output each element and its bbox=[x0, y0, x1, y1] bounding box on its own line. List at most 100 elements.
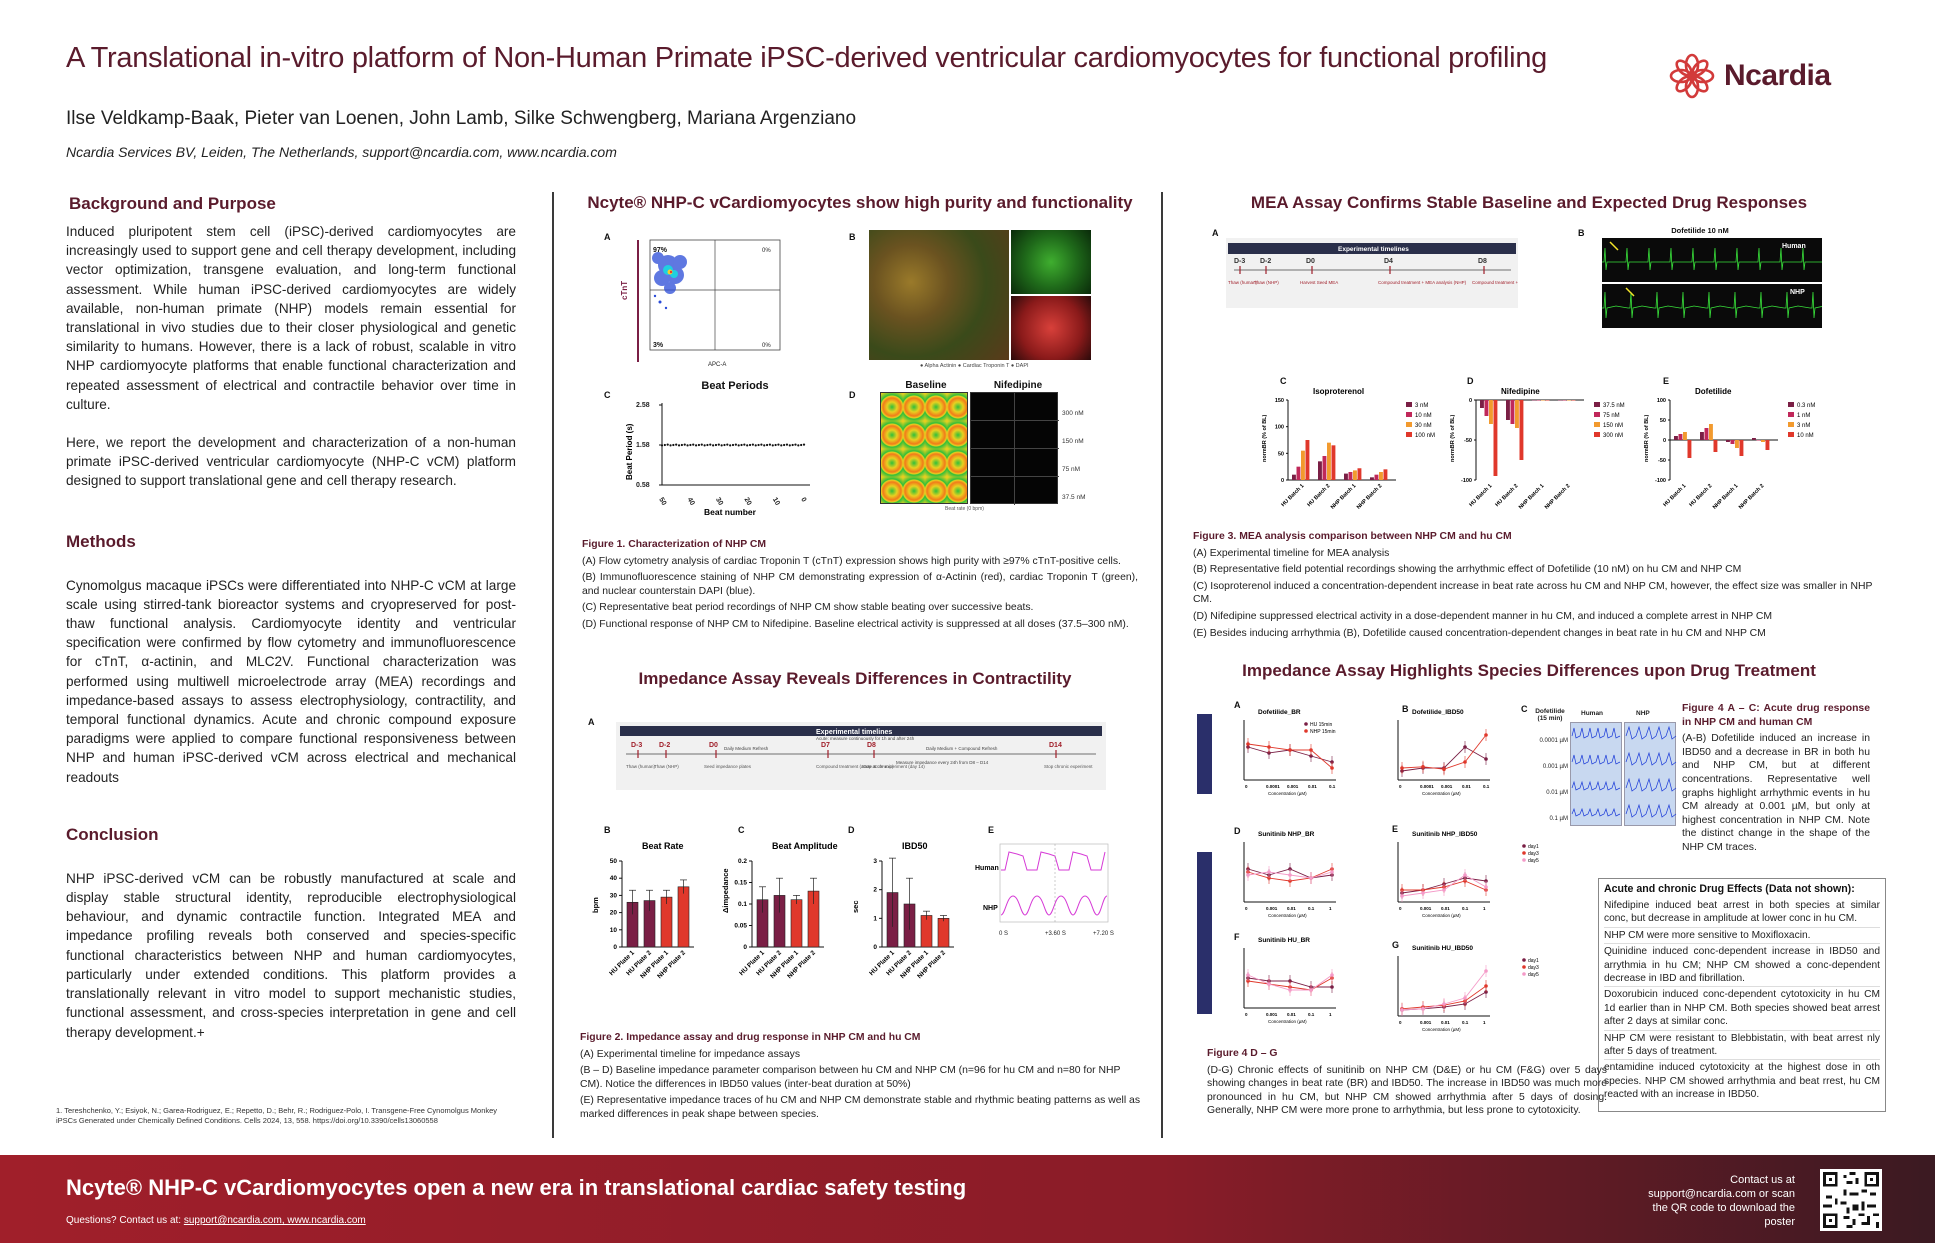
beat-xtick: 40 bbox=[686, 497, 696, 507]
grouped-bar bbox=[1683, 432, 1687, 440]
nif-row-4: 37.5 nM bbox=[1062, 494, 1086, 501]
fig4-right-caption-title: Figure 4 A – C: Acute drug response in N… bbox=[1682, 703, 1870, 728]
drug-effect-5: NHP CM were resistant to Blebbistatin, w… bbox=[1604, 1031, 1880, 1061]
legend-swatch bbox=[1594, 402, 1600, 407]
beat-point bbox=[788, 444, 791, 447]
if-green-image bbox=[1011, 230, 1091, 294]
fig1-caption-c: (C) Representative beat period recording… bbox=[582, 602, 1034, 614]
legend-marker bbox=[1522, 858, 1526, 862]
beat-point bbox=[675, 443, 678, 446]
fig4-label-f: F bbox=[1234, 932, 1240, 942]
trace-tick-2: +7.20 S bbox=[1093, 931, 1114, 937]
affiliation: Ncardia Services BV, Leiden, The Netherl… bbox=[66, 144, 617, 160]
qr-code-icon[interactable] bbox=[1820, 1169, 1882, 1231]
methods-heading: Methods bbox=[66, 531, 136, 551]
conclusion-heading: Conclusion bbox=[66, 824, 159, 844]
human-well-trace bbox=[1571, 727, 1621, 739]
grouped-bar bbox=[1562, 400, 1567, 401]
grouped-bar bbox=[1765, 440, 1770, 450]
x-tick-label: 0.001 bbox=[1420, 906, 1432, 911]
methods-paragraph: Cynomolgus macaque iPSCs were differenti… bbox=[66, 577, 516, 785]
human-well-trace bbox=[1571, 754, 1621, 765]
y-tick-label: 0.1 bbox=[738, 901, 747, 908]
y-axis-label: normBR (% of BL) bbox=[1262, 414, 1268, 462]
left-column: Background and Purpose Induced pluripote… bbox=[66, 194, 516, 1042]
trace-tick-1: +3.60 S bbox=[1045, 931, 1066, 937]
grouped-bar bbox=[1370, 477, 1374, 480]
x-tick-label: NHP Batch 2 bbox=[1738, 483, 1766, 511]
human-trace bbox=[1001, 851, 1106, 871]
x-tick-label: HU Batch 2 bbox=[1688, 483, 1713, 508]
legend-swatch bbox=[1406, 412, 1412, 417]
beat-xtick: 20 bbox=[742, 497, 752, 507]
timeline-sub: Harvest Seed MEA bbox=[1300, 280, 1338, 285]
flow-q-br: 0% bbox=[762, 343, 771, 349]
fig1-heading: Ncyte® NHP-C vCardiomyocytes show high p… bbox=[587, 193, 1133, 212]
beat-point bbox=[794, 443, 797, 446]
x-axis-label: Concentration (µM) bbox=[1268, 913, 1307, 918]
fig2-caption-title: Figure 2. Impedance assay and drug respo… bbox=[580, 1032, 921, 1043]
beat-point bbox=[765, 443, 769, 447]
fig3-caption-a: (A) Experimental timeline for MEA analys… bbox=[1193, 547, 1390, 559]
timeline-day: D-3 bbox=[631, 742, 642, 749]
x-tick-label: NHP Batch 1 bbox=[1330, 483, 1358, 511]
beat-point bbox=[754, 444, 757, 447]
authors: Ilse Veldkamp-Baak, Pieter van Loenen, J… bbox=[66, 108, 857, 129]
flow-ylabel: cTnT bbox=[620, 281, 629, 300]
y-tick-label: -50 bbox=[1464, 438, 1472, 444]
beat-point bbox=[703, 444, 706, 447]
nhp-well-trace bbox=[1625, 777, 1677, 792]
legend-swatch bbox=[1788, 412, 1794, 417]
footer-contact-link[interactable]: support@ncardia.com, www.ncardia.com bbox=[183, 1215, 366, 1226]
x-tick-label: HU Batch 2 bbox=[1306, 483, 1331, 508]
beat-period-chart: 2.58 1.58 0.58 50 40 30 20 10 0 Beat Period (s)… bbox=[625, 402, 810, 517]
bar bbox=[677, 886, 690, 948]
grouped-bar bbox=[1379, 472, 1383, 480]
grouped-chart-title: Dofetilide bbox=[1695, 387, 1732, 396]
x-tick-label: 0 bbox=[1245, 784, 1248, 789]
beat-point bbox=[774, 443, 777, 447]
bar bbox=[937, 918, 950, 948]
x-tick-label: 0.1 bbox=[1308, 906, 1315, 911]
x-tick-label: 0.01 bbox=[1287, 906, 1296, 911]
sunitinib-nhp-ibd50-chart: Sunitinib NHP_IBD50 0 0.001 0.01 0.1 1 Concent… bbox=[1397, 831, 1539, 918]
x-tick-label: 0 bbox=[1245, 1012, 1248, 1017]
legend-label: 10 nM bbox=[1797, 433, 1814, 439]
beat-point bbox=[760, 443, 763, 446]
y-axis-label: bpm bbox=[591, 897, 600, 913]
y-tick-label: -50 bbox=[1658, 458, 1666, 464]
legend-label: 100 nM bbox=[1415, 433, 1435, 439]
nif-scale: Beat rate (0 bpm) bbox=[945, 506, 984, 512]
drug-effect-4: Doxorubicin induced conc-dependent cytot… bbox=[1604, 987, 1880, 1031]
timeline-day: D8 bbox=[867, 742, 876, 749]
impedance-traces: Human NHP 0 S +3.60 S +7.20 S bbox=[975, 843, 1114, 937]
grouped-bar bbox=[1322, 456, 1327, 480]
x-tick-label: 0.1 bbox=[1329, 784, 1336, 789]
bar-chart-title: Beat Amplitude bbox=[772, 841, 838, 851]
fig3-label-a: A bbox=[1212, 228, 1219, 238]
x-tick-label: 0.001 bbox=[1266, 1012, 1278, 1017]
timeline-sub: Compound treatment (acute & chronic) bbox=[816, 764, 894, 769]
timeline-sub: Thaw (human) bbox=[1228, 280, 1258, 285]
reference: 1. Tereshchenko, Y.; Esiyok, N.; Garea-R… bbox=[56, 1106, 498, 1125]
human-well-trace bbox=[1571, 780, 1621, 791]
x-tick-label: 0 bbox=[1399, 784, 1402, 789]
trace-nhp-label: NHP bbox=[983, 905, 998, 912]
timeline-note: Daily Medium + Compound Refresh bbox=[926, 746, 998, 751]
legend-label: 30 nM bbox=[1415, 423, 1432, 429]
y-tick-label: 30 bbox=[610, 892, 618, 899]
bar-chart-title: IBD50 bbox=[902, 841, 928, 851]
x-tick-label: 1 bbox=[1329, 1012, 1332, 1017]
series-line bbox=[1401, 970, 1487, 1011]
grouped-bar bbox=[1493, 400, 1498, 476]
nhp-trace bbox=[1000, 895, 1108, 916]
trace-human-label: Human bbox=[975, 865, 999, 872]
beat-xtick: 0 bbox=[799, 497, 807, 504]
beat-point bbox=[720, 444, 723, 447]
timeline-sub: Thaw (NHP) bbox=[1254, 280, 1279, 285]
legend-label: day5 bbox=[1528, 858, 1539, 864]
footer-contact-prefix: Questions? Contact us at: bbox=[66, 1215, 184, 1226]
x-tick-label: 1 bbox=[1483, 906, 1486, 911]
